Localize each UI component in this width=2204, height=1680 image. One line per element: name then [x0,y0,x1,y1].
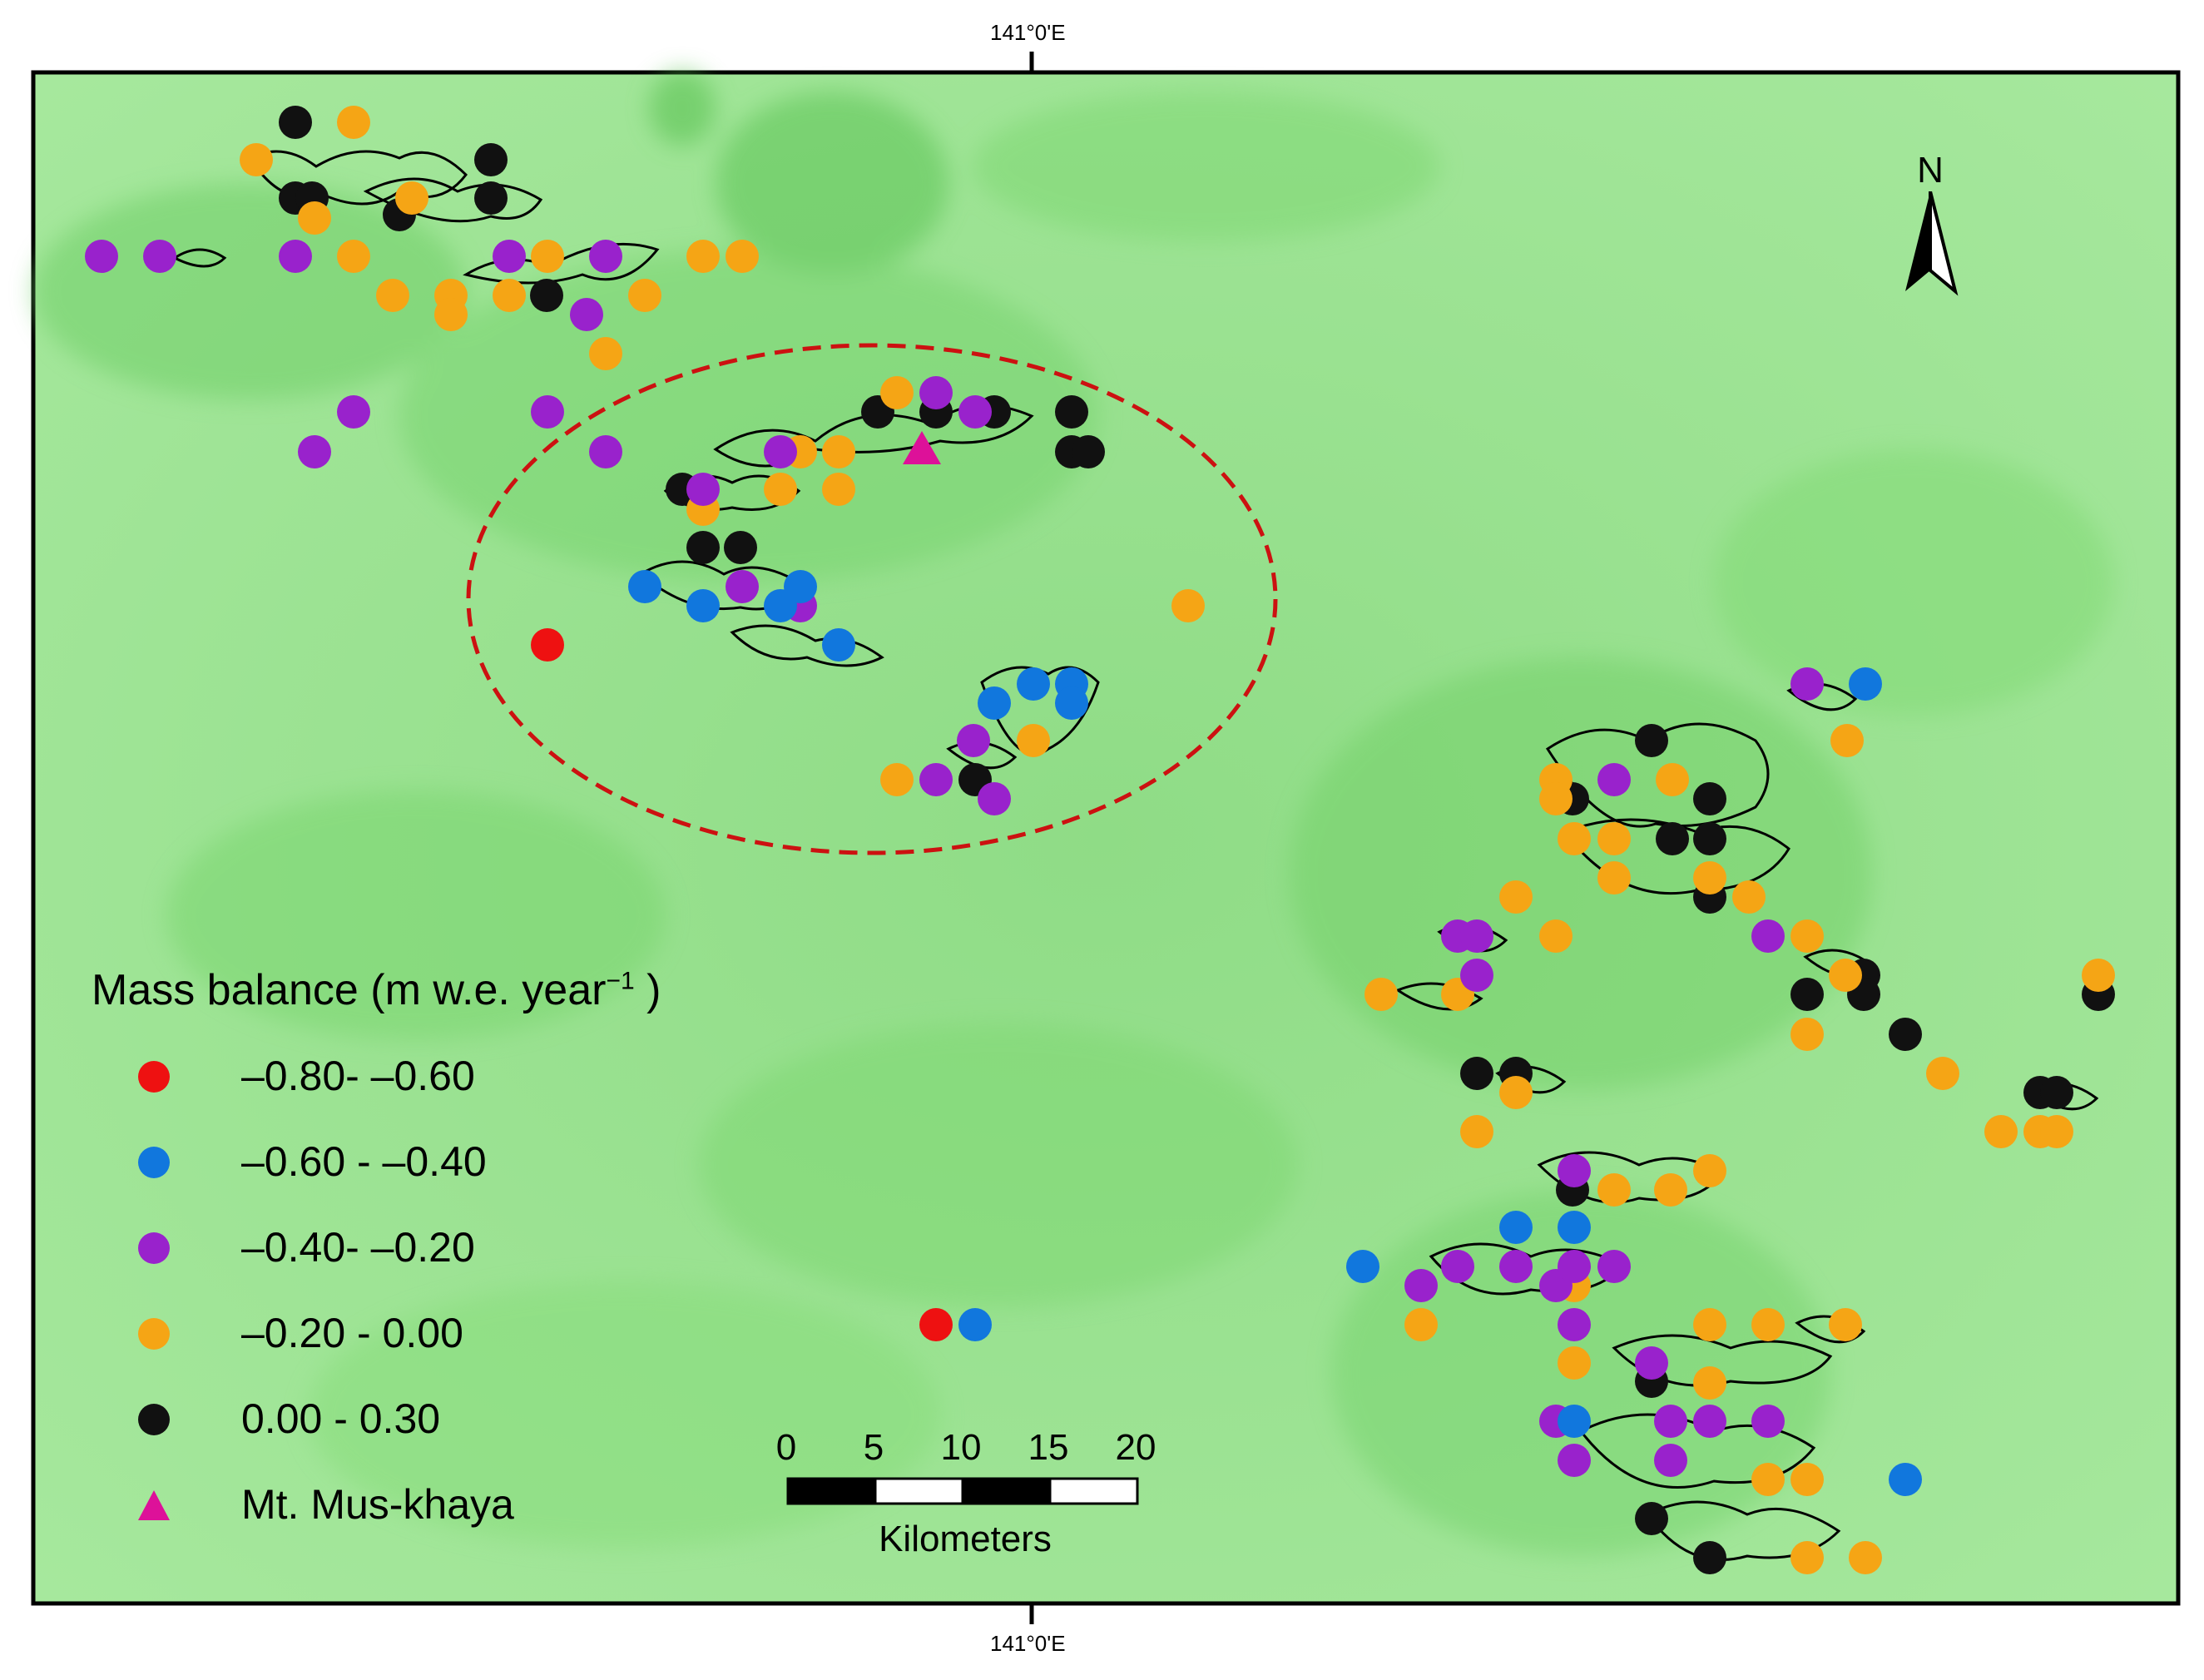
legend-label: –0.40- –0.20 [241,1224,475,1271]
peak-marker [903,431,941,464]
legend-item: 0.00 - 0.30 [137,1391,720,1450]
coord-label-top: 141°0'E [990,20,1066,45]
scale-bar: 0 5 10 15 20 Kilometers [776,1427,1173,1568]
north-label: N [1917,150,1944,191]
study-area-ellipse [466,343,1278,855]
legend-label: –0.80- –0.60 [241,1053,475,1099]
scale-tick-label: 20 [1115,1427,1156,1468]
scale-tick-label: 0 [775,1427,797,1468]
legend-symbol-circle-icon [138,1404,170,1435]
legend-item: –0.60 - –0.40 [137,1134,720,1192]
terrain-shading [33,71,2113,1556]
coord-label-bottom: 141°0'E [990,1631,1066,1656]
legend-label: –0.20 - 0.00 [241,1310,463,1356]
legend-item: Mt. Mus-khaya [137,1477,720,1535]
scale-tick-label: 10 [940,1427,982,1468]
scale-tick-label: 5 [863,1427,884,1468]
legend-symbol-circle-icon [138,1232,170,1264]
legend-label: –0.60 - –0.40 [241,1138,487,1185]
mass-balance-points [85,106,2115,1574]
legend-symbol-triangle-icon [138,1490,170,1520]
legend-symbol-circle-icon [138,1061,170,1093]
legend-item: –0.40- –0.20 [137,1220,720,1278]
scale-bar-graphic [786,1477,1139,1505]
legend-symbol-circle-icon [138,1318,170,1350]
legend-label: 0.00 - 0.30 [241,1395,441,1442]
scale-tick-label: 15 [1028,1427,1069,1468]
scale-unit-label: Kilometers [879,1519,1052,1559]
legend-item: –0.20 - 0.00 [137,1306,720,1364]
north-arrow-icon [1905,191,1959,296]
legend-title: Mass balance (m w.e. year−1 ) [92,966,661,1014]
legend-item: –0.80- –0.60 [137,1048,720,1107]
legend-label: Mt. Mus-khaya [241,1481,514,1528]
north-arrow: N [1897,150,1964,308]
legend-symbol-circle-icon [138,1147,170,1178]
